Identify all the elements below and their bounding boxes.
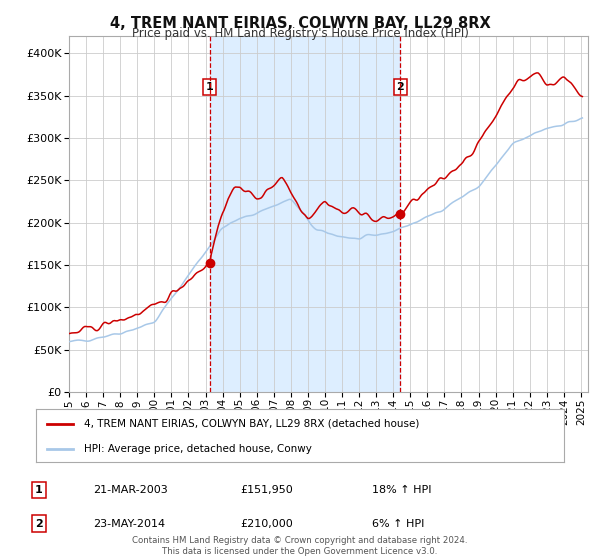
Text: Contains HM Land Registry data © Crown copyright and database right 2024.
This d: Contains HM Land Registry data © Crown c… xyxy=(132,536,468,556)
Text: 2: 2 xyxy=(397,82,404,92)
Text: £151,950: £151,950 xyxy=(240,485,293,495)
Text: 4, TREM NANT EIRIAS, COLWYN BAY, LL29 8RX (detached house): 4, TREM NANT EIRIAS, COLWYN BAY, LL29 8R… xyxy=(83,419,419,429)
Text: 21-MAR-2003: 21-MAR-2003 xyxy=(93,485,168,495)
Text: 1: 1 xyxy=(206,82,214,92)
Text: 6% ↑ HPI: 6% ↑ HPI xyxy=(372,519,424,529)
Text: 2: 2 xyxy=(35,519,43,529)
Text: 23-MAY-2014: 23-MAY-2014 xyxy=(93,519,165,529)
Text: £210,000: £210,000 xyxy=(240,519,293,529)
Text: 1: 1 xyxy=(35,485,43,495)
Text: 4, TREM NANT EIRIAS, COLWYN BAY, LL29 8RX: 4, TREM NANT EIRIAS, COLWYN BAY, LL29 8R… xyxy=(110,16,490,31)
Bar xyxy=(210,36,400,392)
Text: 18% ↑ HPI: 18% ↑ HPI xyxy=(372,485,431,495)
Text: HPI: Average price, detached house, Conwy: HPI: Average price, detached house, Conw… xyxy=(83,444,311,454)
Text: Price paid vs. HM Land Registry's House Price Index (HPI): Price paid vs. HM Land Registry's House … xyxy=(131,27,469,40)
